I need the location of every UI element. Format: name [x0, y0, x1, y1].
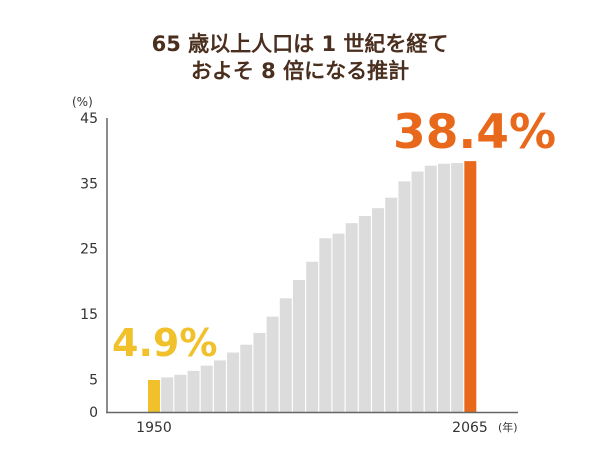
y-tick-0: 0 — [89, 405, 98, 421]
bar-17 — [372, 208, 385, 412]
bar-11 — [292, 280, 305, 412]
bar-15 — [345, 223, 358, 412]
bar-10 — [279, 298, 292, 412]
x-tick-2065: 2065 — [452, 420, 488, 436]
bar-5 — [213, 360, 226, 412]
bar-1 — [161, 377, 174, 412]
bar-18 — [385, 197, 398, 412]
bar-7 — [240, 344, 253, 412]
y-tick-15: 15 — [80, 307, 98, 323]
y-tick-45: 45 — [80, 111, 98, 127]
bar-22 — [437, 163, 450, 412]
bar-21 — [424, 165, 437, 412]
chart-title-line-2: およそ 8 倍になる推計 — [190, 59, 410, 83]
bar-23 — [451, 163, 464, 412]
bar-12 — [306, 261, 319, 412]
bar-6 — [227, 352, 240, 412]
bar-0 — [148, 379, 160, 412]
bar-3 — [187, 370, 200, 412]
chart-title-line-1: 65 歳以上人口は 1 世紀を経て — [151, 32, 449, 56]
bar-24 — [464, 161, 477, 412]
bar-20 — [411, 171, 424, 412]
x-tick-1950: 1950 — [136, 420, 172, 436]
last-value-label: 38.4% — [393, 105, 556, 160]
first-value-label: 4.9% — [112, 321, 217, 365]
y-tick-25: 25 — [80, 242, 98, 258]
y-tick-5: 5 — [89, 372, 98, 388]
bar-8 — [253, 332, 266, 412]
x-axis-unit: (年) — [498, 420, 518, 434]
bar-19 — [398, 181, 411, 412]
bar-2 — [174, 374, 187, 412]
bar-9 — [266, 316, 279, 412]
bar-4 — [200, 365, 213, 412]
bar-16 — [358, 216, 371, 412]
bar-14 — [332, 233, 345, 412]
y-axis-unit: (%) — [72, 95, 93, 109]
y-tick-35: 35 — [80, 176, 98, 192]
bar-13 — [319, 238, 332, 412]
